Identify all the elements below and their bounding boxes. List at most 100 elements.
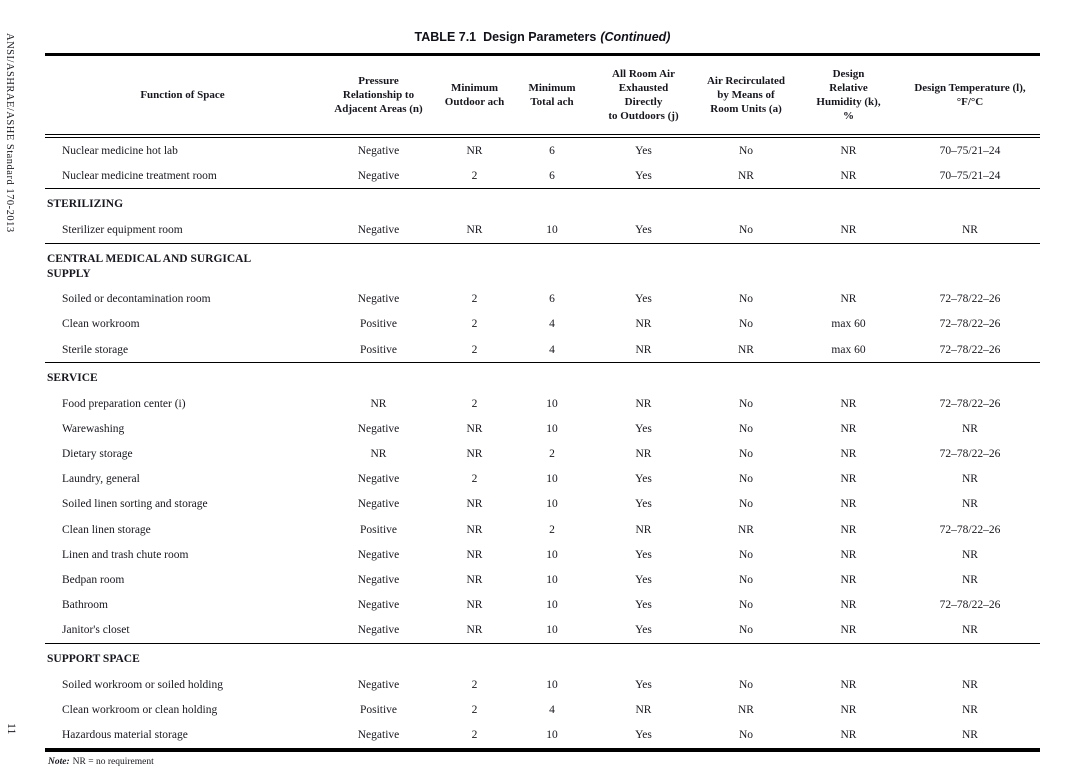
value-cell: NR xyxy=(962,498,978,511)
table-header: Function of Space Pressure Relationship t… xyxy=(45,54,1040,138)
value-cell: NR xyxy=(466,548,483,561)
section-header-row: CENTRAL MEDICAL AND SURGICAL SUPPLY xyxy=(45,242,1040,287)
section-name: CENTRAL MEDICAL AND SURGICAL SUPPLY xyxy=(45,242,1040,287)
function-of-space-cell: Sterilizer equipment room xyxy=(62,223,183,236)
value-cell: NR xyxy=(840,169,857,182)
table-row: Clean workroom Positive 2 4 NR No max 60 72–78/… xyxy=(45,312,1040,337)
value-cell: NR xyxy=(962,703,978,716)
table-row: Dietary storage NR NR 2 NR No NR 72–78/22–26 xyxy=(45,442,1040,467)
table-row: Soiled workroom or soiled holding Negativ… xyxy=(45,672,1040,697)
value-cell: Yes xyxy=(635,293,652,306)
column-header: Minimum Outdoor ach xyxy=(437,54,512,138)
value-cell: Yes xyxy=(635,144,652,157)
value-cell: 2 xyxy=(471,318,478,331)
value-cell: No xyxy=(738,318,754,331)
value-cell: Yes xyxy=(635,678,652,691)
design-parameters-table: Function of Space Pressure Relationship t… xyxy=(45,53,1040,752)
value-cell: No xyxy=(738,548,754,561)
section-name: SUPPORT SPACE xyxy=(45,643,1040,672)
standard-vertical-label: ANSI/ASHRAE/ASHE Standard 170-2013 xyxy=(4,33,15,233)
column-header: Air Recirculated by Means of Room Units … xyxy=(695,54,797,138)
value-cell: Negative xyxy=(357,728,400,741)
table-row: Sterile storage Positive 2 4 NR NR max 60 72–78… xyxy=(45,337,1040,363)
value-cell: NR xyxy=(635,703,652,716)
value-cell: No xyxy=(738,728,754,741)
value-cell: NR xyxy=(840,599,857,612)
value-cell: No xyxy=(738,574,754,587)
function-of-space-cell: Linen and trash chute room xyxy=(62,548,189,561)
table-row: Janitor's closet Negative NR 10 Yes No NR NR xyxy=(45,618,1040,644)
value-cell: 10 xyxy=(546,422,558,435)
value-cell: NR xyxy=(840,574,857,587)
value-cell: Yes xyxy=(635,473,652,486)
value-cell: No xyxy=(738,422,754,435)
value-cell: 2 xyxy=(471,728,478,741)
note-label: Note: xyxy=(48,756,70,767)
value-cell: 70–75/21–24 xyxy=(939,144,1001,157)
column-header: Minimum Total ach xyxy=(512,54,592,138)
value-cell: NR xyxy=(962,624,978,637)
table-row: Soiled linen sorting and storage Negative… xyxy=(45,492,1040,517)
value-cell: Yes xyxy=(635,624,652,637)
value-cell: 6 xyxy=(549,169,555,182)
value-cell: Negative xyxy=(357,223,400,236)
value-cell: 72–78/22–26 xyxy=(939,523,1001,536)
value-cell: Negative xyxy=(357,473,400,486)
value-cell: NR xyxy=(466,448,483,461)
value-cell: Yes xyxy=(635,599,652,612)
table-row: Hazardous material storage Negative 2 10 Yes… xyxy=(45,722,1040,749)
value-cell: 10 xyxy=(546,624,558,637)
value-cell: No xyxy=(738,624,754,637)
value-cell: No xyxy=(738,293,754,306)
value-cell: NR xyxy=(840,728,857,741)
table-row: Bathroom Negative NR 10 Yes No NR 72–78/22–26 xyxy=(45,593,1040,618)
section-header-row: SUPPORT SPACE xyxy=(45,643,1040,672)
function-of-space-cell: Dietary storage xyxy=(62,448,133,461)
value-cell: 10 xyxy=(546,397,558,410)
table-note: Note: NR = no requirement xyxy=(45,757,1040,767)
value-cell: No xyxy=(738,599,754,612)
value-cell: NR xyxy=(635,523,652,536)
value-cell: NR xyxy=(466,223,483,236)
document-page: TABLE 7.1 Design Parameters (Continued) F… xyxy=(45,0,1040,767)
value-cell: NR xyxy=(466,523,483,536)
table-row: Clean linen storage Positive NR 2 NR NR NR 72–7… xyxy=(45,517,1040,542)
function-of-space-cell: Nuclear medicine hot lab xyxy=(62,144,178,157)
value-cell: NR xyxy=(840,498,857,511)
table-title-text: TABLE 7.1 Design Parameters xyxy=(414,30,597,44)
value-cell: NR xyxy=(840,223,857,236)
value-cell: NR xyxy=(738,343,754,356)
value-cell: 2 xyxy=(549,523,555,536)
value-cell: Yes xyxy=(635,498,652,511)
value-cell: Negative xyxy=(357,574,400,587)
value-cell: Positive xyxy=(359,343,398,356)
value-cell: Negative xyxy=(357,422,400,435)
value-cell: NR xyxy=(466,144,483,157)
value-cell: NR xyxy=(962,728,978,741)
function-of-space-cell: Clean linen storage xyxy=(62,523,151,536)
value-cell: Yes xyxy=(635,223,652,236)
function-of-space-cell: Laundry, general xyxy=(62,473,140,486)
column-header: Design Relative Humidity (k), % xyxy=(797,54,900,138)
section-name: STERILIZING xyxy=(45,188,1040,218)
value-cell: Negative xyxy=(357,548,400,561)
value-cell: NR xyxy=(962,548,978,561)
value-cell: Negative xyxy=(357,599,400,612)
value-cell: NR xyxy=(840,523,857,536)
value-cell: Negative xyxy=(357,498,400,511)
value-cell: No xyxy=(738,223,754,236)
value-cell: 2 xyxy=(549,448,555,461)
column-header: All Room Air Exhausted Directly to Outdo… xyxy=(592,54,695,138)
table-row: Laundry, general Negative 2 10 Yes No NR NR xyxy=(45,467,1040,492)
value-cell: NR xyxy=(840,293,857,306)
value-cell: NR xyxy=(840,448,857,461)
table-row: Nuclear medicine hot lab Negative NR 6 Yes No… xyxy=(45,136,1040,163)
function-of-space-cell: Janitor's closet xyxy=(62,624,130,637)
value-cell: NR xyxy=(635,448,652,461)
value-cell: Yes xyxy=(635,548,652,561)
value-cell: Positive xyxy=(359,523,398,536)
value-cell: NR xyxy=(840,678,857,691)
table-title-continued: (Continued) xyxy=(600,30,671,44)
value-cell: NR xyxy=(962,574,978,587)
table-row: Sterilizer equipment room Negative NR 10 Yes… xyxy=(45,217,1040,243)
